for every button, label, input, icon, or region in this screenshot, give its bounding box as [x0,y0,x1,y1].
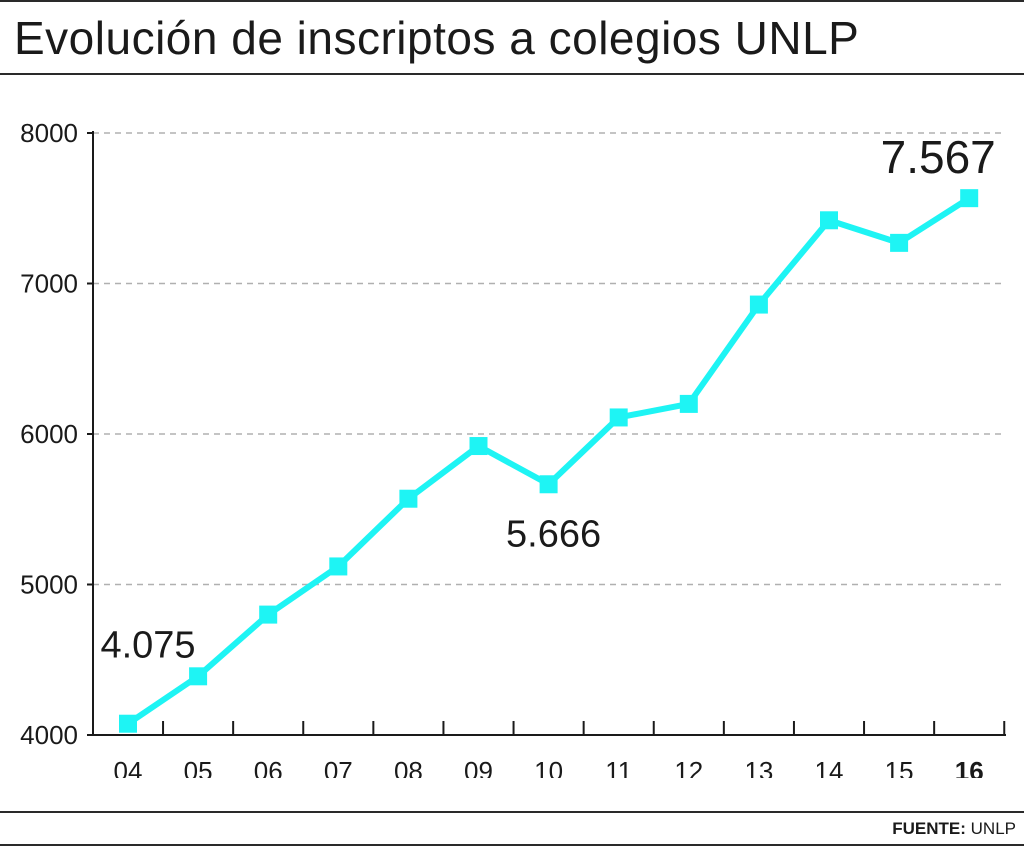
data-point-14 [820,211,838,230]
source-value: UNLP [970,819,1016,838]
footer-rule [0,811,1024,813]
data-point-10 [539,475,558,494]
x-tick-label-06: 06 [254,756,283,778]
grid-lines [93,132,1006,586]
data-label-04: 4.075 [100,625,195,667]
data-point-15 [890,233,909,252]
y-tick-label-8000: 8000 [20,118,78,148]
data-point-06 [259,605,278,624]
y-tick-label-6000: 6000 [20,419,78,449]
series-inscriptos [119,189,979,733]
x-tick-label-13: 13 [744,756,773,778]
x-tick-label-04: 04 [114,756,143,778]
source-note: FUENTE: UNLP [892,818,1016,840]
x-tick-label-14: 14 [815,756,844,778]
data-point-16 [960,189,979,208]
data-annotations: 4.075 5.666 7.567 [100,131,995,667]
chart-title: Evolución de inscriptos a colegios UNLP [14,12,860,64]
x-tick-label-09: 09 [464,756,493,778]
x-tick-label-16: 16 [955,756,984,778]
bottom-rule [0,844,1024,846]
x-tick-label-05: 05 [184,756,213,778]
x-tick-label-12: 12 [674,756,703,778]
data-point-09 [469,437,488,456]
y-tick-labels: 4000 5000 6000 7000 8000 [20,118,78,750]
y-tick-label-4000: 4000 [20,720,78,750]
data-point-12 [679,394,698,413]
data-point-13 [749,295,768,314]
line-chart: 4000 5000 6000 7000 8000 04 05 06 07 08 09 10 11 12 1… [20,118,1006,778]
x-tick-label-07: 07 [324,756,353,778]
data-point-07 [329,557,348,576]
data-label-10: 5.666 [506,513,601,555]
top-rule [0,0,1024,2]
x-tick-label-10: 10 [534,756,563,778]
y-tick-label-7000: 7000 [20,269,78,299]
data-label-16: 7.567 [881,131,996,183]
data-point-08 [399,489,418,508]
data-point-04 [119,714,137,733]
axes [87,131,1006,736]
y-tick-label-5000: 5000 [20,570,78,600]
title-rule [0,73,1024,75]
x-tick-label-08: 08 [394,756,423,778]
series-line-0 [126,195,971,727]
x-tick-labels: 04 05 06 07 08 09 10 11 12 13 14 15 16 [114,756,984,778]
source-label: FUENTE: [892,819,966,838]
data-point-11 [609,408,628,427]
data-point-05 [189,667,208,686]
x-tick-label-11: 11 [605,756,632,778]
x-tick-label-15: 15 [885,756,914,778]
